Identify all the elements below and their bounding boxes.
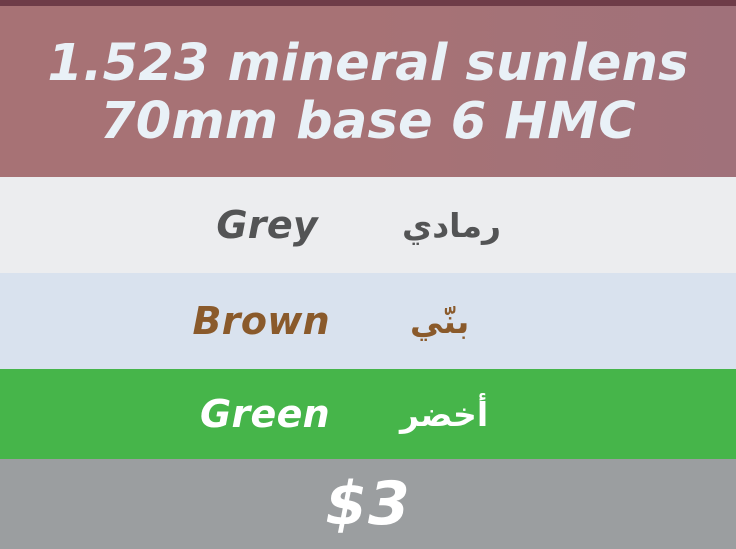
color-row-green: Green أخضر — [0, 369, 736, 459]
color-name-ar-grey: رمادي — [402, 205, 501, 245]
color-name-en-green: Green — [199, 392, 330, 436]
color-row-brown: Brown بنّي — [0, 273, 736, 369]
color-name-ar-green: أخضر — [400, 394, 489, 434]
title-banner: 1.523 mineral sunlens 70mm base 6 HMC — [0, 0, 736, 177]
price-label: $3 — [325, 469, 411, 539]
product-title-line-1: 1.523 mineral sunlens — [47, 33, 689, 93]
product-title-line-2: 70mm base 6 HMC — [100, 91, 636, 151]
color-row-grey: Grey رمادي — [0, 177, 736, 273]
color-name-en-brown: Brown — [192, 299, 330, 343]
color-name-ar-brown: بنّي — [410, 301, 470, 341]
color-name-en-grey: Grey — [216, 203, 318, 247]
price-bar: $3 — [0, 459, 736, 549]
product-title: 1.523 mineral sunlens 70mm base 6 HMC — [0, 33, 736, 151]
